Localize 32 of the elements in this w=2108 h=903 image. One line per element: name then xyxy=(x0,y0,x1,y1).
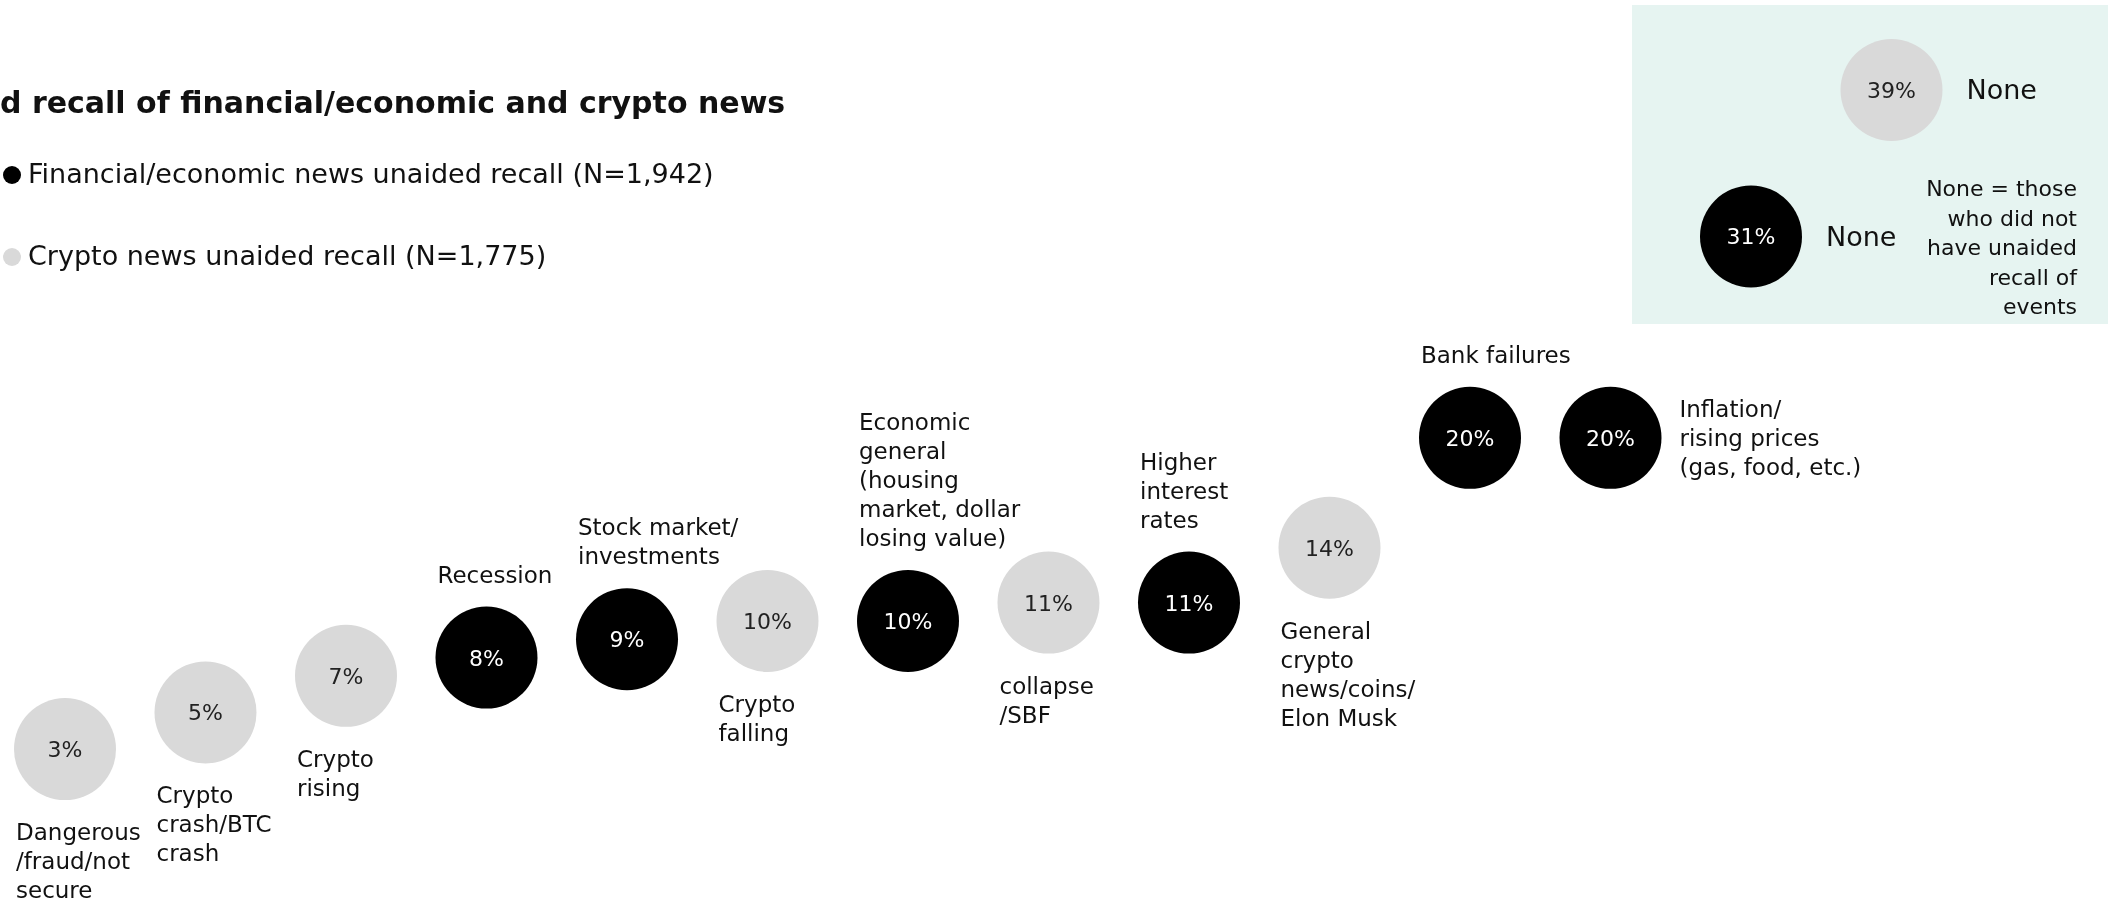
category-label: Economic general (housing market, dollar losing value) xyxy=(859,408,1021,551)
data-label: 39% xyxy=(1867,78,1916,103)
category-label: General crypto news/coins/ Elon Musk xyxy=(1280,617,1416,731)
category-label: None xyxy=(1826,220,1897,252)
data-label: 9% xyxy=(609,627,645,653)
data-label: 10% xyxy=(883,608,933,634)
data-label: 11% xyxy=(1164,590,1214,616)
category-label: None xyxy=(1966,74,2037,106)
category-label: Crypto falling xyxy=(718,690,796,746)
data-label: 7% xyxy=(328,663,364,689)
data-label: 3% xyxy=(47,737,83,763)
data-label: 5% xyxy=(188,700,223,726)
text: None = those who did not have unaided recall of events xyxy=(1926,176,2079,319)
category-label: Dangerous /fraud/not secure xyxy=(16,819,141,903)
text: d recall of financial/economic and crypto news xyxy=(0,85,786,120)
category-label: Recession xyxy=(437,561,553,588)
data-label: 10% xyxy=(743,608,792,634)
data-label: 20% xyxy=(1445,425,1495,451)
category-label: Stock market/ investments xyxy=(578,514,739,570)
data-label: 31% xyxy=(1726,224,1776,250)
category-label: Crypto crash/BTC crash xyxy=(156,782,272,867)
category-label: Crypto rising xyxy=(297,745,374,801)
data-label: 11% xyxy=(1024,590,1073,616)
legend-label: Crypto news unaided recall (N=1,775) xyxy=(28,240,547,271)
category-label: collapse /SBF xyxy=(999,672,1094,728)
data-label: 14% xyxy=(1305,535,1354,561)
data-label: 20% xyxy=(1586,425,1635,451)
category-label: Bank failures xyxy=(1421,341,1571,368)
data-label: 8% xyxy=(469,645,504,671)
legend-label: Financial/economic news unaided recall (N=1,942) xyxy=(28,158,714,189)
category-label: Inflation/ rising prices (gas, food, etc.) xyxy=(1679,395,1862,480)
category-label: Higher interest rates xyxy=(1140,448,1229,533)
